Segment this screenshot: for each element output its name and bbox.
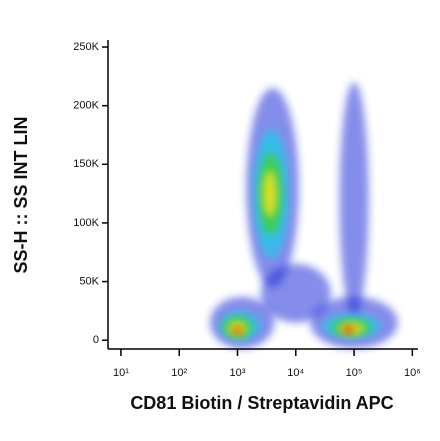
density-region xyxy=(260,263,331,323)
x-tick-label: 10⁴ xyxy=(287,367,304,379)
x-axis-label: CD81 Biotin / Streptavidin APC xyxy=(130,393,393,413)
density-region xyxy=(262,170,277,218)
density-region xyxy=(339,82,369,317)
y-tick-label: 150K xyxy=(73,158,99,170)
y-axis-label: SS-H :: SS INT LIN xyxy=(11,117,31,274)
x-tick-label: 10¹ xyxy=(113,367,129,379)
x-tick-label: 10³ xyxy=(230,367,246,379)
plot-area xyxy=(210,82,398,349)
y-tick-label: 200K xyxy=(73,100,99,112)
y-tick-label: 50K xyxy=(79,275,99,287)
x-tick-label: 10⁶ xyxy=(404,367,421,379)
y-tick-label: 0 xyxy=(93,334,99,346)
y-tick-label: 100K xyxy=(73,217,99,229)
density-region xyxy=(342,326,355,334)
y-tick-label: 250K xyxy=(73,41,99,53)
x-tick-label: 10² xyxy=(171,367,187,379)
x-tick-label: 10⁵ xyxy=(346,367,363,379)
density-region xyxy=(232,327,243,335)
